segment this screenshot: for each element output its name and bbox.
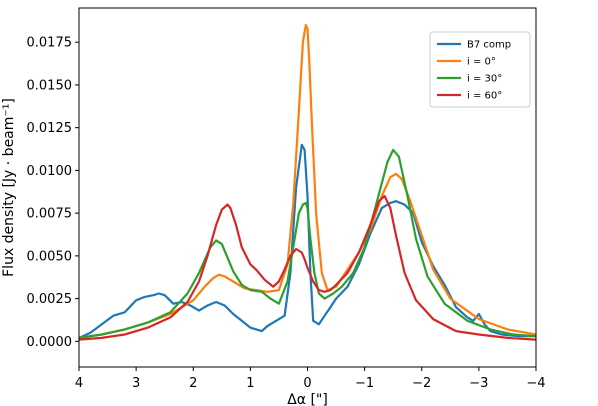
legend-label-3: i = 60° — [467, 91, 502, 102]
y-tick-label: 0.0100 — [27, 164, 73, 179]
x-axis-label: Δα ["] — [287, 392, 328, 406]
y-axis: 0.0000 0.0025 0.0050 0.0075 0.0100 0.0125 0.01… — [27, 36, 79, 350]
legend-label-2: i = 30° — [467, 74, 502, 85]
x-axis: 4 3 2 1 0 −1 −2 −3 −4 — [75, 367, 546, 391]
y-tick-label: 0.0150 — [27, 78, 73, 93]
series-line-0 — [79, 143, 536, 339]
x-tick-label: 0 — [303, 376, 311, 391]
legend-label-1: i = 0° — [467, 57, 496, 68]
y-tick-label: 0.0075 — [27, 207, 73, 222]
x-tick-label: −3 — [469, 376, 488, 391]
legend: B7 comp i = 0° i = 30° i = 60° — [429, 31, 531, 108]
legend-label-0: B7 comp — [467, 40, 511, 51]
x-tick-label: 1 — [246, 376, 254, 391]
y-tick-label: 0.0175 — [27, 36, 73, 51]
x-tick-label: −1 — [355, 376, 374, 391]
y-tick-label: 0.0125 — [27, 121, 73, 136]
y-tick-label: 0.0025 — [27, 292, 73, 307]
y-tick-label: 0.0050 — [27, 249, 73, 264]
x-tick-label: −4 — [526, 376, 545, 391]
x-tick-label: 3 — [132, 376, 140, 391]
series-layer — [79, 24, 536, 341]
series-line-3 — [79, 194, 536, 341]
x-tick-label: 4 — [75, 376, 83, 391]
legend-box — [429, 31, 531, 108]
x-tick-label: 2 — [189, 376, 197, 391]
y-axis-label: Flux density [Jy · beam⁻¹] — [1, 98, 17, 277]
y-tick-label: 0.0000 — [27, 335, 73, 350]
x-tick-label: −2 — [412, 376, 431, 391]
